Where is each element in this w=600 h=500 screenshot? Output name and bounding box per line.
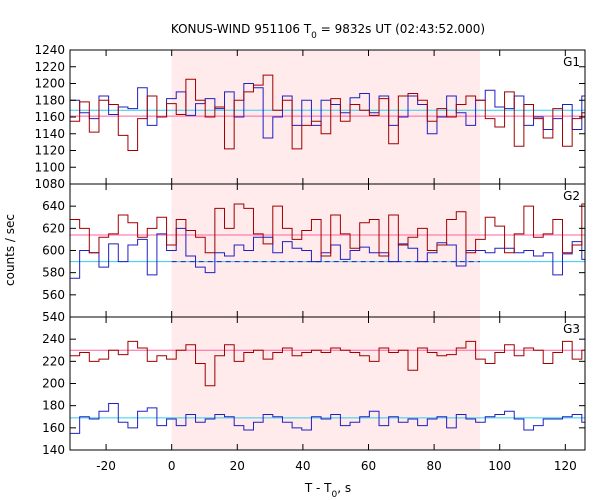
- y-tick-label-g1-1180: 1180: [34, 93, 65, 107]
- y-tick-label-g2-640: 640: [42, 199, 65, 213]
- y-tick-label-g3-200: 200: [42, 377, 65, 391]
- y-tick-label-g1-1200: 1200: [34, 77, 65, 91]
- y-tick-label-g2-540: 540: [42, 310, 65, 324]
- x-axis-label-part1: T - T: [304, 481, 332, 495]
- series-red-g2: [70, 203, 585, 257]
- y-tick-label-g3-140: 140: [42, 443, 65, 457]
- x-tick-label-80: 80: [426, 459, 441, 473]
- panels-group: 108011001120114011601180120012201240G154…: [34, 43, 586, 473]
- y-tick-label-g1-1240: 1240: [34, 43, 65, 57]
- x-tick-label-40: 40: [295, 459, 310, 473]
- x-tick-label--20: -20: [96, 459, 116, 473]
- chart-title-part2: = 9832s UT (02:43:52.000): [317, 22, 485, 36]
- chart-title-subscript: 0: [311, 31, 317, 41]
- y-tick-label-g2-560: 560: [42, 288, 65, 302]
- x-axis-label-part2: , s: [337, 481, 351, 495]
- panel-g3: 140 160 180 200 220 240 G3: [42, 316, 586, 457]
- x-tick-label-60: 60: [361, 459, 376, 473]
- chart-title: KONUS-WIND 951106 T0 = 9832s UT (02:43:5…: [171, 22, 485, 41]
- x-axis-label-subscript: 0: [332, 490, 338, 500]
- x-tick-label-120: 120: [554, 459, 577, 473]
- y-tick-label-g3-240: 240: [42, 332, 65, 346]
- panel-label-g3: G3: [563, 322, 580, 336]
- x-tick-label-0: 0: [168, 459, 176, 473]
- y-axis-label: counts / sec: [3, 214, 17, 286]
- y-tick-label-g1-1220: 1220: [34, 60, 65, 74]
- panel-label-g2: G2: [563, 189, 580, 203]
- y-tick-label-g2-580: 580: [42, 266, 65, 280]
- panel-label-g1: G1: [563, 55, 580, 69]
- x-tick-label-20: 20: [230, 459, 245, 473]
- series-red-g3: [70, 340, 585, 387]
- series-blue-g2: [70, 227, 585, 279]
- y-tick-label-g3-220: 220: [42, 354, 65, 368]
- y-tick-label-g2-620: 620: [42, 221, 65, 235]
- x-tick-label-100: 100: [488, 459, 511, 473]
- y-tick-label-g1-1140: 1140: [34, 127, 65, 141]
- y-tick-label-g3-160: 160: [42, 421, 65, 435]
- y-tick-label-g1-1080: 1080: [34, 177, 65, 191]
- x-axis-label: T - T0, s: [304, 481, 351, 500]
- y-tick-label-g2-600: 600: [42, 244, 65, 258]
- y-tick-label-g1-1120: 1120: [34, 144, 65, 158]
- panel-g2: 540 560 580 600 620 640 G2: [42, 183, 586, 324]
- y-tick-label-g1-1160: 1160: [34, 110, 65, 124]
- chart-title-part1: KONUS-WIND 951106 T: [171, 22, 312, 36]
- panel-g1: 1080 1100 1120 1140 1160 1180 1200 1220 1240 G1: [34, 43, 586, 191]
- y-tick-label-g3-180: 180: [42, 399, 65, 413]
- series-blue-g3: [70, 402, 585, 434]
- y-tick-label-g1-1100: 1100: [34, 160, 65, 174]
- series-red-g1: [70, 74, 585, 151]
